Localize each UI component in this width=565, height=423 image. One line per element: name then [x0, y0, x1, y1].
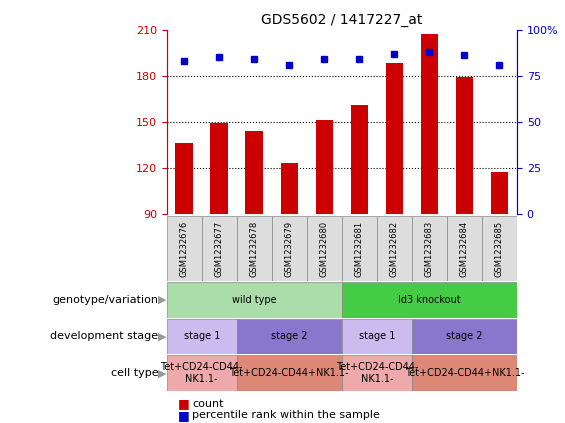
FancyBboxPatch shape	[412, 216, 447, 281]
Text: Tet+CD24-CD44-
NK1.1-: Tet+CD24-CD44- NK1.1-	[336, 363, 418, 384]
Bar	[350, 105, 368, 214]
Bar	[386, 63, 403, 214]
FancyBboxPatch shape	[447, 216, 482, 281]
Text: genotype/variation: genotype/variation	[52, 295, 158, 305]
Text: ▶: ▶	[158, 332, 167, 341]
Text: cell type: cell type	[111, 368, 158, 378]
FancyBboxPatch shape	[342, 355, 412, 391]
Text: stage 2: stage 2	[446, 332, 483, 341]
FancyBboxPatch shape	[167, 216, 202, 281]
FancyBboxPatch shape	[167, 319, 237, 354]
FancyBboxPatch shape	[167, 282, 342, 318]
Text: stage 1: stage 1	[184, 332, 220, 341]
Text: Id3 knockout: Id3 knockout	[398, 295, 460, 305]
Text: GSM1232682: GSM1232682	[390, 220, 399, 277]
Text: GSM1232680: GSM1232680	[320, 220, 329, 277]
FancyBboxPatch shape	[237, 216, 272, 281]
Text: GSM1232678: GSM1232678	[250, 220, 259, 277]
Text: GSM1232677: GSM1232677	[215, 220, 224, 277]
Text: Tet+CD24-CD44+NK1.1-: Tet+CD24-CD44+NK1.1-	[229, 368, 349, 378]
Text: GSM1232676: GSM1232676	[180, 220, 189, 277]
Text: GSM1232679: GSM1232679	[285, 220, 294, 277]
Bar	[210, 123, 228, 214]
Bar	[315, 120, 333, 214]
Title: GDS5602 / 1417227_at: GDS5602 / 1417227_at	[261, 13, 423, 27]
Text: ▶: ▶	[158, 368, 167, 378]
Text: ■: ■	[178, 409, 190, 422]
Text: Tet+CD24-CD44+NK1.1-: Tet+CD24-CD44+NK1.1-	[405, 368, 524, 378]
Bar	[281, 163, 298, 214]
Text: stage 2: stage 2	[271, 332, 307, 341]
Text: Tet+CD24-CD44-
NK1.1-: Tet+CD24-CD44- NK1.1-	[160, 363, 243, 384]
Bar	[420, 34, 438, 214]
Text: GSM1232684: GSM1232684	[460, 220, 469, 277]
FancyBboxPatch shape	[342, 282, 517, 318]
FancyBboxPatch shape	[202, 216, 237, 281]
Text: GSM1232681: GSM1232681	[355, 220, 364, 277]
Bar	[175, 143, 193, 214]
Text: GSM1232685: GSM1232685	[495, 220, 504, 277]
Bar	[245, 131, 263, 214]
FancyBboxPatch shape	[342, 319, 412, 354]
Text: stage 1: stage 1	[359, 332, 395, 341]
FancyBboxPatch shape	[272, 216, 307, 281]
FancyBboxPatch shape	[342, 216, 377, 281]
Text: development stage: development stage	[50, 332, 158, 341]
Text: GSM1232683: GSM1232683	[425, 220, 434, 277]
FancyBboxPatch shape	[237, 319, 342, 354]
FancyBboxPatch shape	[412, 319, 517, 354]
Bar	[490, 172, 509, 214]
Text: percentile rank within the sample: percentile rank within the sample	[192, 410, 380, 420]
Text: ▶: ▶	[158, 295, 167, 305]
Text: wild type: wild type	[232, 295, 276, 305]
FancyBboxPatch shape	[377, 216, 412, 281]
FancyBboxPatch shape	[482, 216, 517, 281]
FancyBboxPatch shape	[237, 355, 342, 391]
Bar	[456, 77, 473, 214]
FancyBboxPatch shape	[412, 355, 517, 391]
FancyBboxPatch shape	[167, 355, 237, 391]
Text: ■: ■	[178, 398, 190, 410]
Text: count: count	[192, 399, 224, 409]
FancyBboxPatch shape	[307, 216, 342, 281]
